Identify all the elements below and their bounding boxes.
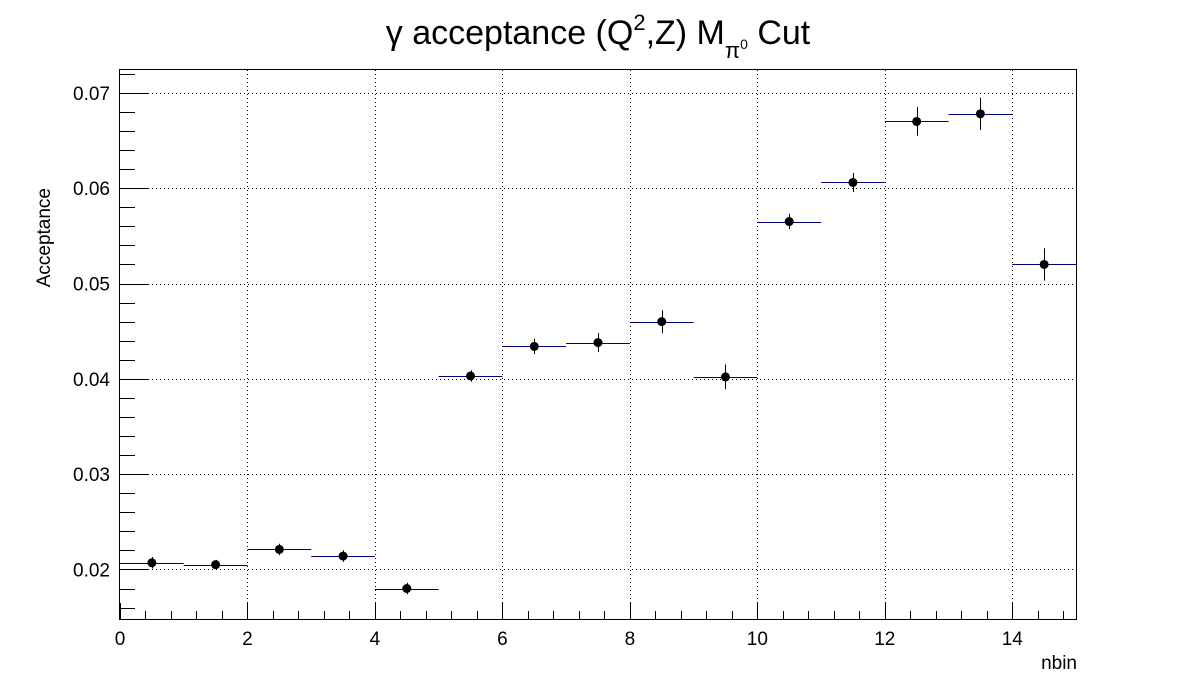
data-marker bbox=[402, 584, 412, 593]
title-prefix: γ acceptance (Q bbox=[386, 14, 634, 52]
y-tick-label: 0.03 bbox=[73, 465, 110, 486]
x-tick-label: 12 bbox=[874, 629, 895, 650]
grid-lines bbox=[120, 70, 1076, 619]
chart-title: γ acceptance (Q2,Z) Mπ0 Cut bbox=[386, 10, 811, 63]
x-tick-label: 8 bbox=[625, 629, 636, 650]
data-marker bbox=[529, 341, 539, 351]
x-tick-label: 2 bbox=[242, 629, 253, 650]
title-superscript: 2 bbox=[633, 10, 645, 35]
data-marker bbox=[147, 558, 157, 568]
data-marker bbox=[211, 560, 221, 570]
title-subscript: π bbox=[725, 38, 740, 63]
data-marker bbox=[912, 116, 922, 126]
title-suffix: Cut bbox=[748, 14, 811, 52]
x-tick-label: 14 bbox=[1002, 629, 1024, 650]
data-marker bbox=[593, 338, 603, 348]
y-tick-label: 0.05 bbox=[73, 275, 110, 296]
plot-frame bbox=[119, 69, 1077, 620]
data-marker bbox=[784, 217, 794, 227]
data-marker bbox=[338, 551, 348, 561]
y-axis-label: Acceptance bbox=[34, 188, 55, 287]
data-marker bbox=[466, 371, 476, 381]
x-tick-label: 6 bbox=[497, 629, 508, 650]
data-marker bbox=[720, 372, 730, 382]
y-tick-label: 0.02 bbox=[73, 560, 110, 581]
y-tick-label: 0.04 bbox=[73, 370, 110, 391]
data-marker bbox=[975, 109, 985, 119]
data-marker bbox=[848, 177, 858, 187]
data-marker bbox=[1039, 259, 1049, 269]
x-tick-label: 4 bbox=[370, 629, 381, 650]
title-middle: ,Z) M bbox=[646, 14, 725, 52]
x-axis-label: nbin bbox=[1041, 653, 1077, 674]
x-tick-label: 0 bbox=[115, 629, 126, 650]
title-sub-superscript: 0 bbox=[740, 36, 748, 52]
axis-ticks: 0 2 4 6 8 10 12 14 0.02 0.03 0.04 0.05 0.06 0.07 bbox=[73, 74, 1064, 650]
y-tick-label: 0.07 bbox=[73, 84, 110, 105]
data-points bbox=[120, 97, 1076, 595]
data-marker bbox=[657, 317, 667, 327]
y-tick-label: 0.06 bbox=[73, 179, 110, 200]
data-marker bbox=[274, 544, 284, 554]
x-tick-label: 10 bbox=[747, 629, 768, 650]
